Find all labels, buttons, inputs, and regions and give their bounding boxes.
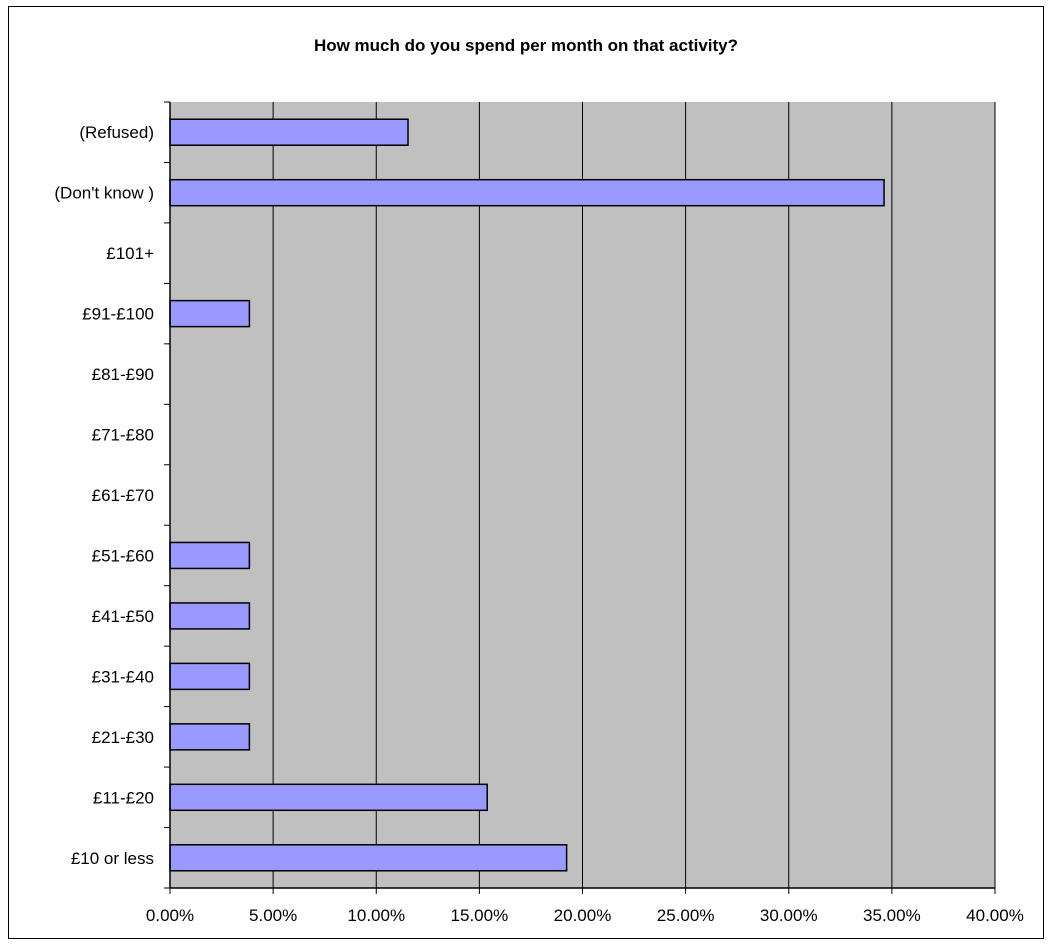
y-tick-label: £101+ (106, 244, 154, 263)
y-tick-label: £61-£70 (92, 486, 154, 505)
y-tick-label: £31-£40 (92, 667, 154, 686)
x-tick-label: 30.00% (760, 906, 818, 925)
y-tick-label: £81-£90 (92, 365, 154, 384)
bar (169, 118, 409, 146)
x-tick-label: 25.00% (657, 906, 715, 925)
x-tick-label: 0.00% (146, 906, 194, 925)
bar (169, 299, 251, 328)
gridlines (272, 102, 996, 888)
bar (169, 844, 568, 872)
y-tick-label: £51-£60 (92, 546, 154, 565)
chart-title: How much do you spend per month on that … (313, 36, 739, 55)
x-tick-label: 40.00% (966, 906, 1024, 925)
bar (169, 178, 885, 207)
y-tick-label: £10 or less (71, 849, 154, 868)
y-tick-label: £91-£100 (82, 305, 154, 324)
tick-labels: 0.00% 5.00% 10.00% 15.00% 20.00% 25.00% 30.00%… (54, 123, 1023, 925)
y-tick-label: (Refused) (79, 123, 154, 142)
y-tick-label: £11-£20 (93, 788, 154, 807)
x-tick-label: 35.00% (863, 906, 921, 925)
axes (164, 101, 996, 894)
y-tick-label: £41-£50 (92, 607, 154, 626)
bar (169, 783, 488, 812)
x-tick-label: 5.00% (249, 906, 297, 925)
y-tick-label: (Don't know ) (54, 184, 154, 203)
x-tick-label: 10.00% (347, 906, 405, 925)
bar (169, 541, 251, 570)
bar (169, 602, 251, 630)
x-tick-label: 15.00% (451, 906, 509, 925)
y-tick-label: £71-£80 (92, 426, 154, 445)
x-tick-label: 20.00% (554, 906, 612, 925)
bar (169, 662, 251, 691)
y-tick-label: £21-£30 (92, 728, 154, 747)
bar (169, 723, 251, 751)
